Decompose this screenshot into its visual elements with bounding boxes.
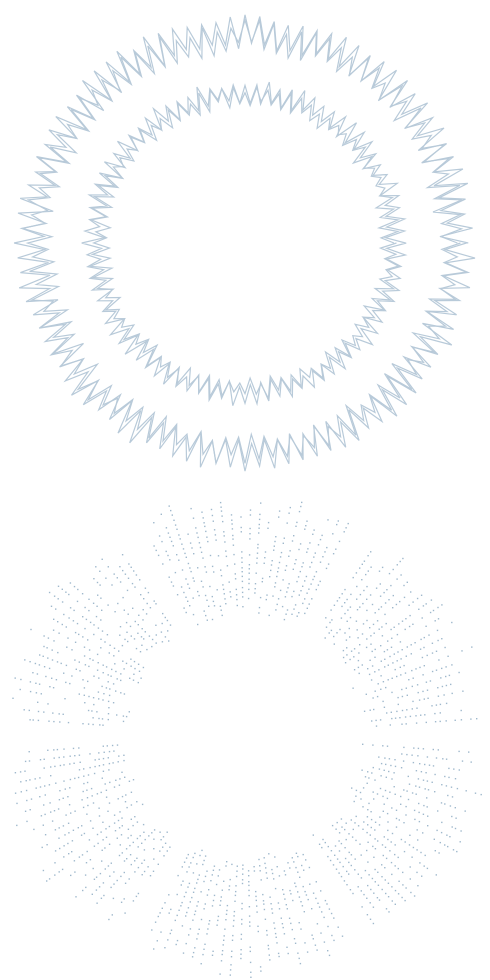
dotted-petal: [14, 744, 171, 921]
dotted-petal-cluster: [12, 501, 482, 978]
outer-spike-ring-echo: [22, 18, 469, 466]
inner-spike-ring: [81, 81, 408, 407]
dotted-petal: [12, 554, 172, 726]
outer-spike-ring: [13, 14, 476, 472]
inner-spike-ring-echo: [89, 85, 401, 401]
dotted-petal: [151, 849, 344, 978]
spiky-double-ring: [13, 14, 476, 472]
dotted-petal: [153, 501, 349, 626]
dotted-petal: [324, 551, 478, 727]
dotted-petal: [312, 743, 482, 925]
